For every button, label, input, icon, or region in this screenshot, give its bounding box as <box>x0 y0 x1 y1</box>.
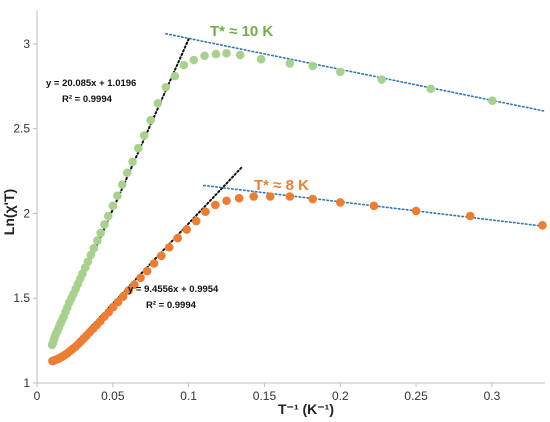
series-1-point <box>117 180 127 189</box>
series-1-point <box>335 67 345 77</box>
series-2-point <box>149 259 159 268</box>
series-1-fit-equation: y = 20.085x + 1.0196 <box>46 78 136 89</box>
series-2-fit-r2: R² = 0.9994 <box>146 300 197 311</box>
series-2-point <box>182 225 191 234</box>
series-2-point <box>118 292 128 301</box>
series-2-point <box>222 196 231 206</box>
series-1-point <box>308 61 317 71</box>
x-tick-label: 0.1 <box>180 389 197 403</box>
series-1-point <box>89 243 99 253</box>
x-tick-label: 0 <box>34 389 41 403</box>
series-1-point <box>179 60 189 70</box>
y-tick-label: 1.5 <box>13 291 30 305</box>
series-1-point <box>377 75 386 84</box>
series-1-point <box>161 82 171 92</box>
series-1-point <box>285 59 295 68</box>
series-2-trend-line <box>203 184 545 227</box>
series-1-point <box>146 115 156 125</box>
series-1-point <box>426 84 436 94</box>
series-1-trend-line <box>165 32 545 112</box>
series-2-point <box>308 194 317 204</box>
series-1-point <box>211 49 221 59</box>
series-2-point <box>335 198 345 207</box>
series-2-point <box>124 286 133 295</box>
series-2-point <box>173 233 183 243</box>
series-2-point <box>411 206 421 216</box>
x-axis-title: T⁻¹ (K⁻¹) <box>278 401 334 417</box>
data-points <box>47 48 547 366</box>
series-1-point <box>93 236 102 245</box>
series-1-annotation: T* ≈ 10 K <box>210 23 273 40</box>
series-2-point <box>157 251 166 261</box>
series-2-point <box>136 273 145 283</box>
series-1-point <box>100 220 109 229</box>
series-2-point <box>538 221 547 230</box>
series-1-point <box>96 228 105 238</box>
y-axis-title: Ln(χ'T) <box>1 189 17 235</box>
series-1-point <box>128 157 137 167</box>
x-tick-label: 0.05 <box>101 389 125 403</box>
x-tick-label: 0.25 <box>404 389 428 403</box>
series-2-point <box>113 297 123 307</box>
x-tick-label: 0.3 <box>484 389 501 403</box>
series-2-fit-equation: y = 9.4556x + 0.9954 <box>128 284 219 295</box>
series-2-point <box>164 243 174 252</box>
series-2-point <box>130 280 139 289</box>
series-1-point <box>108 201 118 211</box>
series-2-point <box>285 192 295 201</box>
annotations: T* ≈ 10 K y = 20.085x + 1.0196 R² = 0.99… <box>46 23 309 311</box>
series-1-point <box>86 250 96 260</box>
series-2-point <box>191 216 201 226</box>
x-tick-label: 0.15 <box>253 389 277 403</box>
series-1-fit-r2: R² = 0.9994 <box>62 94 113 105</box>
series-1-point <box>170 71 180 81</box>
series-1-point <box>122 168 132 178</box>
series-1-point <box>235 50 245 60</box>
series-1-point <box>256 54 266 64</box>
x-tick-label: 0.2 <box>332 389 349 403</box>
series-2-point <box>234 193 244 203</box>
series-1-point <box>139 131 149 140</box>
series-2-point <box>142 266 152 276</box>
series-1-point <box>113 191 122 200</box>
y-tick-label: 2.5 <box>13 122 30 136</box>
y-tick-label: 3 <box>23 37 30 51</box>
series-2-annotation: T* ≈ 8 K <box>254 177 309 194</box>
axes: 0 0.05 0.1 0.15 0.2 0.25 0.3 1 1.5 2 2.5 3 <box>13 10 545 403</box>
series-1-point <box>103 211 113 221</box>
series-2-point <box>201 207 210 217</box>
series-1-point <box>488 96 497 106</box>
series-1-point <box>189 55 199 65</box>
y-tick-label: 2 <box>23 206 30 220</box>
series-2-point <box>465 211 475 221</box>
series-2-point <box>211 200 220 210</box>
y-tick-label: 1 <box>23 376 30 390</box>
series-1-point <box>222 48 231 58</box>
series-1-point <box>133 143 143 153</box>
series-1-point <box>83 257 93 267</box>
series-1-point <box>153 98 163 108</box>
series-2-point <box>369 201 379 211</box>
series-2-point <box>265 192 275 201</box>
series-2-point <box>249 192 258 201</box>
series-1-point <box>200 51 209 61</box>
